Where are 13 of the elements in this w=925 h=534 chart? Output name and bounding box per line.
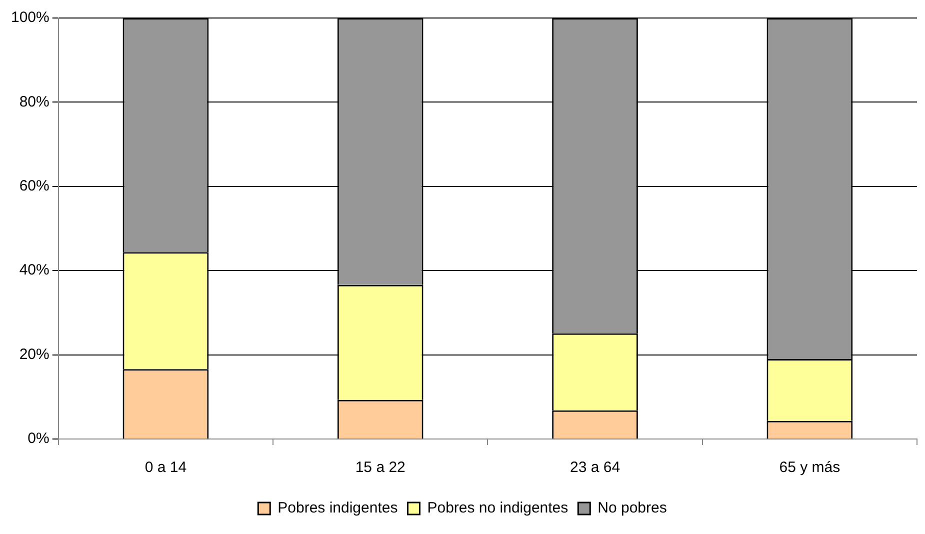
legend-label: No pobres xyxy=(598,500,667,517)
y-tick-label: 100% xyxy=(10,9,50,26)
y-tick-label: 80% xyxy=(19,93,50,110)
legend-label: Pobres indigentes xyxy=(278,500,398,517)
y-tick-label: 60% xyxy=(19,178,50,195)
y-tick-label: 20% xyxy=(19,346,50,363)
x-tick-label: 23 a 64 xyxy=(570,459,620,476)
x-tick-label: 15 a 22 xyxy=(355,459,406,476)
legend-label: Pobres no indigentes xyxy=(427,500,568,517)
x-tick-label: 0 a 14 xyxy=(144,459,187,476)
x-tick-label: 65 y más xyxy=(779,459,840,476)
y-tick-label: 40% xyxy=(19,262,50,279)
y-tick-label: 0% xyxy=(28,430,50,448)
